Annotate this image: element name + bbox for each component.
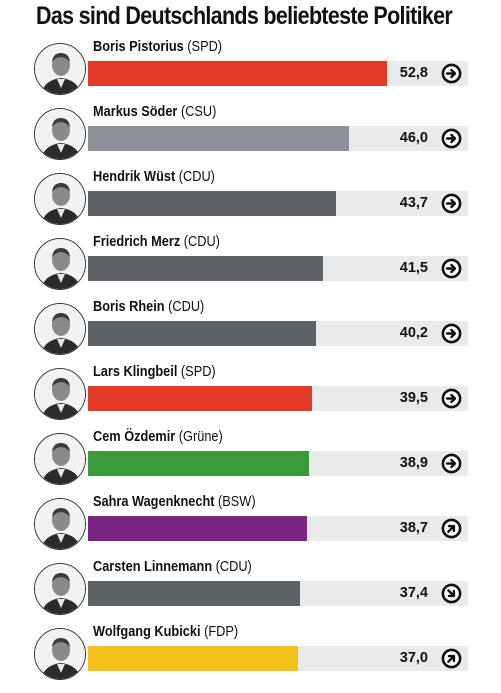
bar-track: 41,5 [88, 256, 468, 281]
politician-portrait-avatar [34, 303, 86, 355]
politician-name: Wolfgang Kubicki [93, 624, 201, 640]
bar [88, 191, 336, 216]
data-label: 52,8 [399, 65, 428, 81]
arrow-right-icon [441, 63, 462, 84]
politician-name: Cem Özdemir [93, 429, 176, 445]
bar [88, 516, 308, 541]
arrow-down-right-icon [441, 583, 462, 604]
politician-portrait-avatar [34, 433, 86, 485]
data-label: 39,5 [399, 390, 428, 406]
politician-portrait-avatar [34, 43, 86, 95]
politician-name-label: Carsten Linnemann (CDU) [93, 559, 252, 575]
data-label: 46,0 [399, 130, 428, 146]
bar-track: 40,2 [88, 321, 468, 346]
politician-portrait-avatar [34, 368, 86, 420]
data-label: 43,7 [399, 195, 428, 211]
politician-name-label: Markus Söder (CSU) [93, 104, 216, 120]
bar-track: 46,0 [88, 126, 468, 151]
politician-portrait-avatar [34, 108, 86, 160]
party-label: (CDU) [212, 559, 252, 575]
politician-name: Lars Klingbeil [93, 364, 178, 380]
politician-name: Boris Rhein [93, 299, 165, 315]
arrow-right-icon [441, 193, 462, 214]
chart-row: Carsten Linnemann (CDU) 37,4 [0, 559, 501, 623]
politician-portrait-avatar [34, 238, 86, 290]
chart-row: Hendrik Wüst (CDU) 43,7 [0, 169, 501, 233]
bar [88, 451, 309, 476]
bar-track: 37,0 [88, 646, 468, 671]
arrow-right-icon [441, 388, 462, 409]
chart-row: Markus Söder (CSU) 46,0 [0, 104, 501, 168]
arrow-up-right-icon [441, 518, 462, 539]
politician-name-label: Cem Özdemir (Grüne) [93, 429, 223, 445]
politician-name: Sahra Wagenknecht [93, 494, 215, 510]
bar-track: 52,8 [88, 61, 468, 86]
politician-name: Carsten Linnemann [93, 559, 213, 575]
arrow-right-icon [441, 258, 462, 279]
politician-name-label: Friedrich Merz (CDU) [93, 234, 220, 250]
data-label: 37,4 [399, 585, 428, 601]
politician-name-label: Sahra Wagenknecht (BSW) [93, 494, 256, 510]
politician-name: Markus Söder [93, 104, 178, 120]
bar [88, 581, 301, 606]
arrow-up-right-icon [441, 648, 462, 669]
chart-row: Friedrich Merz (CDU) 41,5 [0, 234, 501, 298]
chart-row: Lars Klingbeil (SPD) 39,5 [0, 364, 501, 428]
chart-row: Boris Rhein (CDU) 40,2 [0, 299, 501, 363]
politician-portrait-avatar [34, 173, 86, 225]
politician-name: Boris Pistorius [93, 39, 184, 55]
arrow-right-icon [441, 453, 462, 474]
politician-name-label: Boris Rhein (CDU) [93, 299, 204, 315]
data-label: 37,0 [399, 650, 428, 666]
chart-row: Sahra Wagenknecht (BSW) 38,7 [0, 494, 501, 558]
bar-track: 39,5 [88, 386, 468, 411]
bar-track: 43,7 [88, 191, 468, 216]
party-label: (SPD) [183, 39, 223, 55]
politician-name-label: Wolfgang Kubicki (FDP) [93, 624, 238, 640]
politician-portrait-avatar [34, 498, 86, 550]
politician-name: Hendrik Wüst [93, 169, 176, 185]
chart-row: Cem Özdemir (Grüne) 38,9 [0, 429, 501, 493]
party-label: (Grüne) [175, 429, 223, 445]
politician-portrait-avatar [34, 563, 86, 615]
bar [88, 386, 313, 411]
politician-name-label: Lars Klingbeil (SPD) [93, 364, 216, 380]
politician-portrait-avatar [34, 628, 86, 680]
chart-title: Das sind Deutschlands beliebteste Politi… [36, 2, 453, 30]
data-label: 38,7 [399, 520, 428, 536]
party-label: (CDU) [164, 299, 205, 315]
party-label: (CSU) [177, 104, 217, 120]
party-label: (FDP) [200, 624, 239, 640]
chart-row: Wolfgang Kubicki (FDP) 37,0 [0, 624, 501, 688]
party-label: (BSW) [214, 494, 256, 510]
bar [88, 321, 316, 346]
data-label: 38,9 [399, 455, 428, 471]
data-label: 40,2 [399, 325, 428, 341]
bar [88, 646, 298, 671]
bar [88, 126, 349, 151]
bar-track: 38,9 [88, 451, 468, 476]
party-label: (SPD) [177, 364, 216, 380]
bar-track: 38,7 [88, 516, 468, 541]
politician-name: Friedrich Merz [93, 234, 181, 250]
bar [88, 61, 388, 86]
bar-track: 37,4 [88, 581, 468, 606]
politician-name-label: Boris Pistorius (SPD) [93, 39, 222, 55]
arrow-right-icon [441, 128, 462, 149]
data-label: 41,5 [399, 260, 428, 276]
bar [88, 256, 324, 281]
politician-name-label: Hendrik Wüst (CDU) [93, 169, 215, 185]
party-label: (CDU) [180, 234, 220, 250]
chart-row: Boris Pistorius (SPD) 52,8 [0, 39, 501, 103]
party-label: (CDU) [175, 169, 215, 185]
arrow-right-icon [441, 323, 462, 344]
